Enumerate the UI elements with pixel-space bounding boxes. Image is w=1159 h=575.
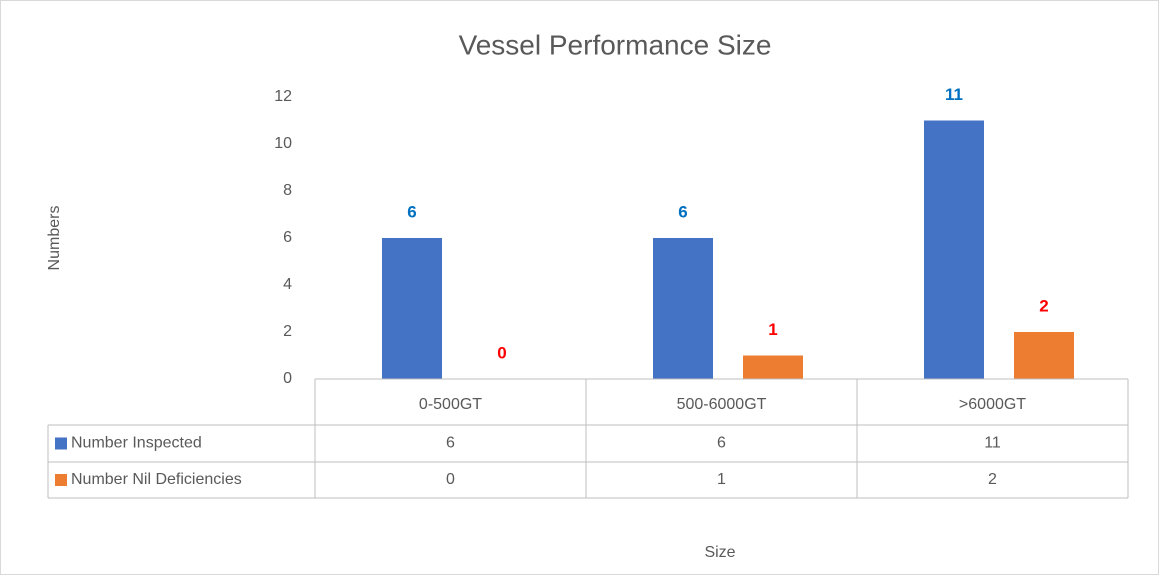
table-cell: 11 — [984, 435, 1001, 452]
data-label: 6 — [678, 202, 687, 221]
bar — [1014, 332, 1074, 379]
x-axis-label: Size — [704, 544, 735, 561]
bar — [382, 238, 442, 379]
bar — [924, 120, 984, 379]
table-cell: 1 — [717, 471, 726, 488]
chart-title: Vessel Performance Size — [459, 29, 772, 60]
data-label: 2 — [1039, 296, 1048, 315]
y-tick-label: 8 — [283, 182, 292, 199]
legend-label: Number Nil Deficiencies — [71, 471, 242, 488]
table-cell: 2 — [988, 471, 997, 488]
bar — [653, 238, 713, 379]
y-axis-label: Numbers — [46, 206, 63, 271]
data-label: 6 — [407, 202, 416, 221]
bar — [743, 355, 803, 379]
y-tick-label: 12 — [274, 88, 292, 105]
legend-swatch — [55, 474, 67, 486]
y-tick-label: 4 — [283, 276, 292, 293]
data-label: 0 — [497, 343, 506, 362]
x-tick-label: 0-500GT — [419, 396, 482, 413]
table-cell: 0 — [446, 471, 455, 488]
table-cell: 6 — [446, 435, 455, 452]
x-tick-label: >6000GT — [959, 396, 1026, 413]
table-cell: 6 — [717, 435, 726, 452]
legend-label: Number Inspected — [71, 435, 202, 452]
data-label: 1 — [768, 320, 777, 339]
y-tick-label: 10 — [274, 135, 292, 152]
x-tick-label: 500-6000GT — [677, 396, 767, 413]
y-tick-label: 2 — [283, 323, 292, 340]
y-tick-label: 0 — [283, 370, 292, 387]
legend-swatch — [55, 437, 67, 450]
y-tick-label: 6 — [283, 229, 292, 246]
data-label: 11 — [945, 85, 963, 104]
